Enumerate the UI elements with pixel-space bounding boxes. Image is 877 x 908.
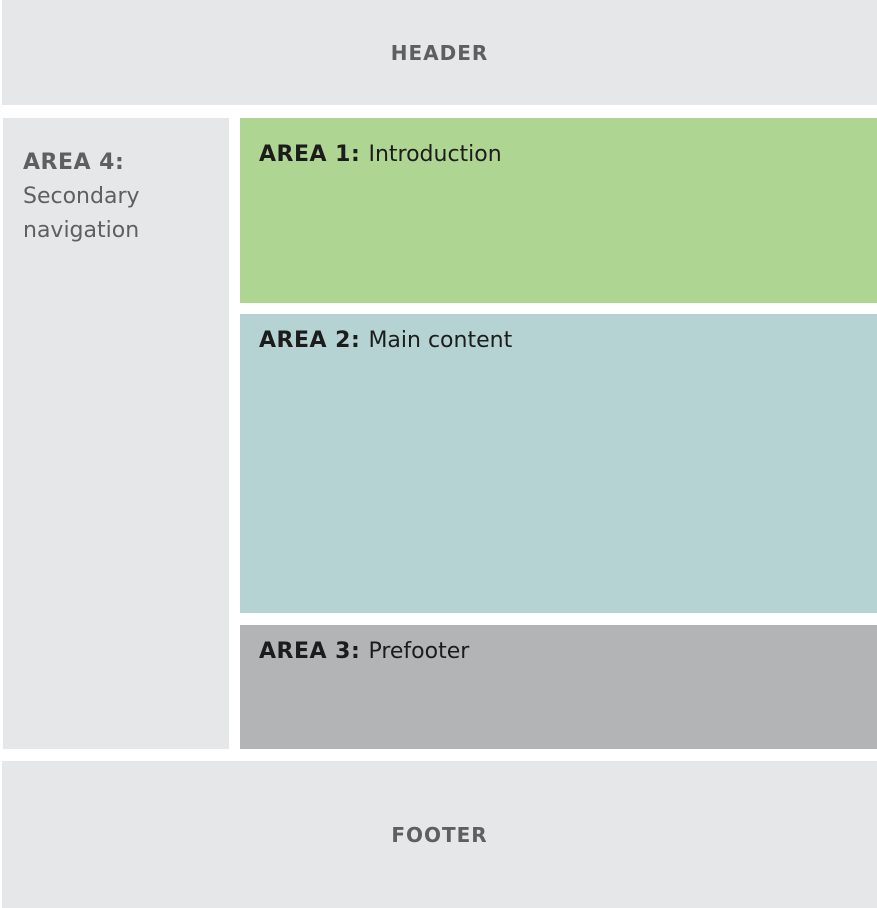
area-3-prefooter: AREA 3: Prefooter [240,625,877,749]
area-4-tag: AREA 4: [23,150,125,175]
footer-label: FOOTER [391,822,488,847]
area-1-tag: AREA 1: [259,142,369,167]
area-2-tag: AREA 2: [259,328,369,353]
area-1-description: Introduction [368,142,502,167]
area-2-main-content: AREA 2: Main content [240,314,877,613]
area-4-description: Secondary navigation [23,184,140,243]
header-region: HEADER [2,0,877,105]
area-4-secondary-navigation: AREA 4: Secondary navigation [3,118,229,749]
area-3-description: Prefooter [368,639,470,664]
header-label: HEADER [390,40,489,65]
area-3-tag: AREA 3: [259,639,369,664]
area-1-introduction: AREA 1: Introduction [240,118,877,303]
area-2-description: Main content [368,328,513,353]
footer-region: FOOTER [2,761,877,908]
